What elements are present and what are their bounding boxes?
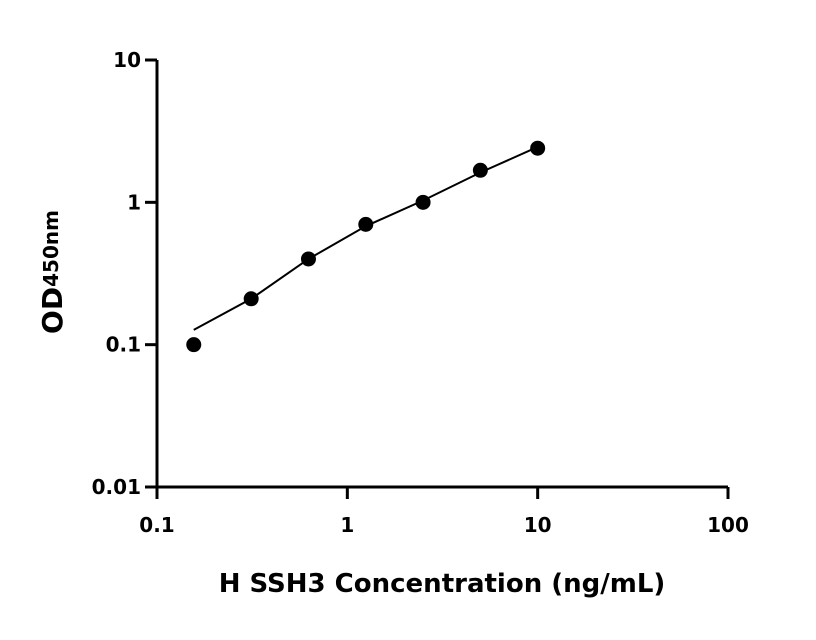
y-tick-label: 1 [127, 190, 141, 214]
x-tick-label: 100 [707, 513, 749, 537]
y-label-sub: 450nm [39, 210, 63, 287]
y-tick-label: 0.1 [106, 333, 141, 357]
fit-curve [193, 146, 539, 331]
y-axis-label: OD450nm [36, 210, 69, 334]
data-point [186, 337, 202, 353]
x-tick-label: 0.1 [139, 513, 174, 537]
x-axis-label: H SSH3 Concentration (ng/mL) [219, 569, 666, 599]
x-tick-label: 1 [340, 513, 354, 537]
x-tick-label: 10 [524, 513, 552, 537]
y-tick-label: 0.01 [92, 475, 141, 499]
y-tick-label: 10 [113, 48, 141, 72]
data-point [530, 140, 546, 156]
y-label-main: OD [36, 287, 69, 334]
